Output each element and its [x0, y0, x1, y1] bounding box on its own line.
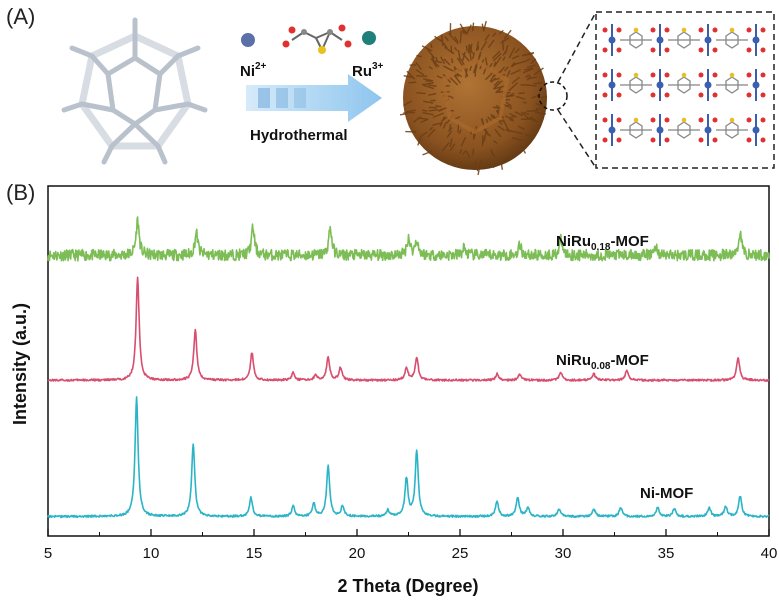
synthesis-schematic: Ni2+ Ru3+ Hydrothermal [61, 11, 775, 175]
zoom-line-top [557, 11, 597, 83]
series-label-2: Ni-MOF [640, 485, 693, 502]
x-tick-label: 30 [555, 545, 572, 562]
ru-ion-label: Ru3+ [352, 61, 384, 80]
process-label: Hydrothermal [250, 127, 348, 144]
series-line-1 [47, 276, 770, 382]
x-tick-label: 15 [246, 545, 263, 562]
template-framework [61, 17, 208, 165]
process-arrow [246, 74, 382, 122]
x-axis-title: 2 Theta (Degree) [337, 576, 478, 596]
panel-label-a: (A) [6, 4, 36, 29]
series-label-0: NiRu0.18-MOF [556, 233, 649, 253]
x-tick-label: 5 [44, 545, 52, 562]
series-line-0 [47, 216, 770, 262]
zoom-line-bottom [557, 109, 597, 169]
series-label-1: NiRu0.08-MOF [556, 352, 649, 372]
linker-molecule-icon [282, 24, 352, 54]
ni-ion-icon [241, 33, 255, 47]
ru-ion-icon [362, 31, 376, 45]
y-axis-title: Intensity (a.u.) [10, 303, 30, 425]
panel-label-b: (B) [6, 180, 36, 205]
ni-ion-label: Ni2+ [240, 61, 267, 80]
x-tick-label: 10 [143, 545, 160, 562]
x-tick-label: 20 [349, 545, 366, 562]
mof-particle-icon [399, 20, 568, 175]
x-tick-label: 35 [658, 545, 675, 562]
crystal-structure-inset [595, 11, 775, 169]
x-tick-label: 25 [452, 545, 469, 562]
x-tick-label: 40 [761, 545, 778, 562]
series-line-2 [47, 396, 770, 519]
